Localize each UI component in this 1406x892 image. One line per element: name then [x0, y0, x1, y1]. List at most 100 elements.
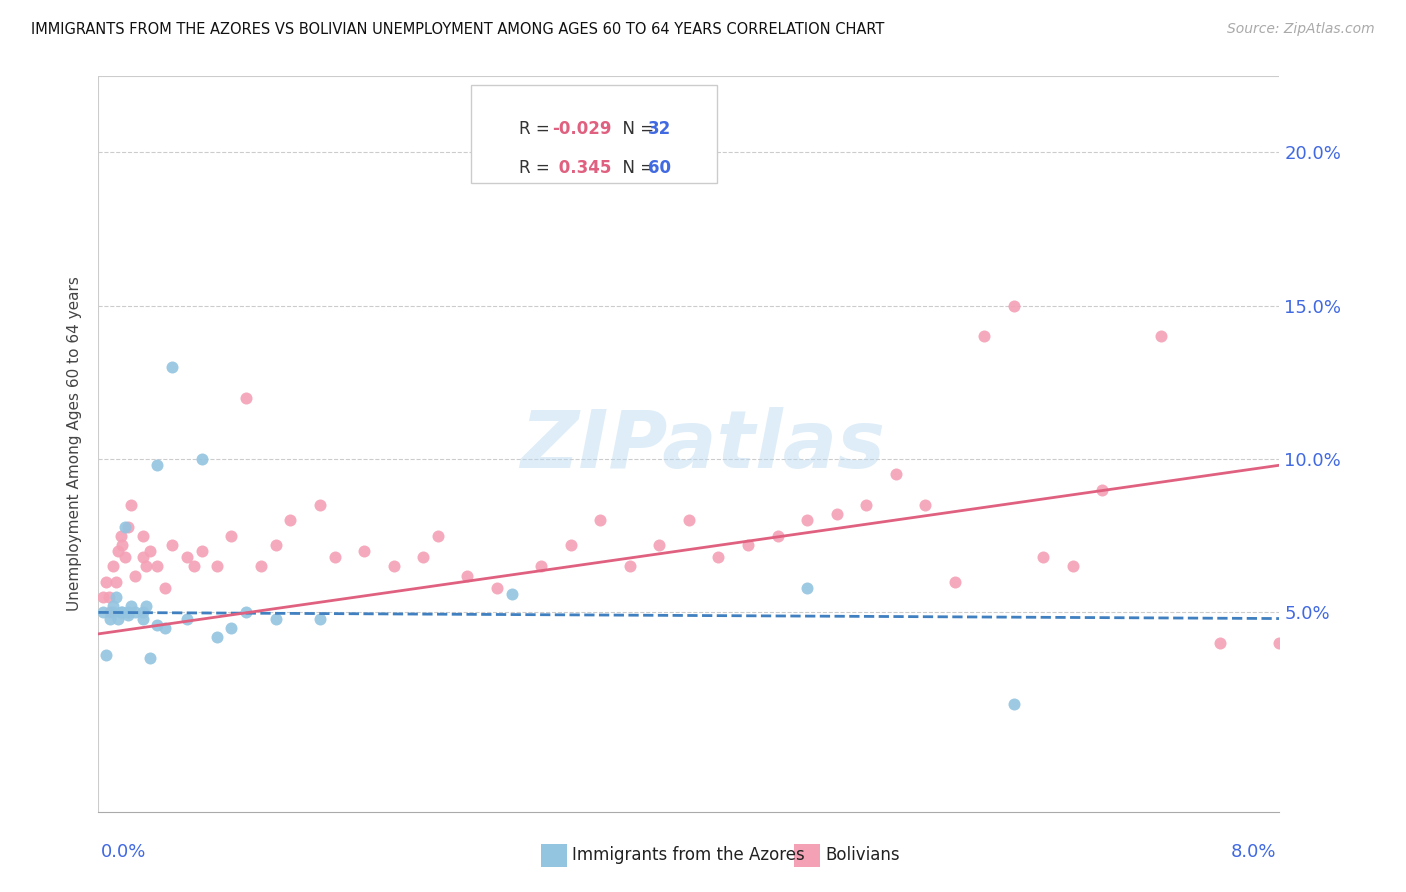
Text: ZIPatlas: ZIPatlas — [520, 407, 886, 485]
Point — [309, 611, 332, 625]
Point — [1032, 550, 1054, 565]
Point — [1091, 483, 1114, 497]
Point — [103, 559, 125, 574]
Point — [457, 568, 479, 582]
Point — [1062, 559, 1084, 574]
Point — [132, 606, 155, 620]
Point — [153, 621, 176, 635]
Point — [412, 550, 434, 565]
Text: 0.345: 0.345 — [553, 159, 612, 178]
Point — [132, 550, 155, 565]
Point — [678, 513, 700, 527]
Point — [120, 498, 142, 512]
Point — [91, 606, 114, 620]
Text: IMMIGRANTS FROM THE AZORES VS BOLIVIAN UNEMPLOYMENT AMONG AGES 60 TO 64 YEARS CO: IMMIGRANTS FROM THE AZORES VS BOLIVIAN U… — [31, 22, 884, 37]
Point — [914, 498, 936, 512]
Point — [427, 529, 450, 543]
Point — [205, 559, 228, 574]
Point — [221, 621, 243, 635]
Point — [353, 544, 375, 558]
Point — [98, 606, 121, 620]
Point — [1209, 636, 1232, 650]
Point — [884, 467, 907, 482]
Point — [264, 611, 287, 625]
Point — [589, 513, 612, 527]
Point — [323, 550, 346, 565]
Text: R =: R = — [519, 159, 555, 178]
Point — [221, 529, 243, 543]
Point — [766, 529, 789, 543]
Y-axis label: Unemployment Among Ages 60 to 64 years: Unemployment Among Ages 60 to 64 years — [67, 277, 83, 611]
Point — [250, 559, 273, 574]
Text: 60: 60 — [648, 159, 671, 178]
Point — [973, 329, 995, 343]
Point — [1002, 299, 1025, 313]
Point — [146, 617, 169, 632]
Text: 0.0%: 0.0% — [101, 843, 146, 861]
Point — [825, 508, 848, 522]
Point — [235, 391, 257, 405]
Point — [139, 651, 162, 665]
Text: 8.0%: 8.0% — [1232, 843, 1277, 861]
Point — [648, 538, 671, 552]
Point — [1002, 698, 1025, 712]
Point — [280, 513, 302, 527]
Point — [796, 513, 818, 527]
Point — [205, 630, 228, 644]
Point — [382, 559, 405, 574]
Point — [162, 538, 183, 552]
Point — [124, 568, 146, 582]
Text: Source: ZipAtlas.com: Source: ZipAtlas.com — [1227, 22, 1375, 37]
Point — [146, 559, 169, 574]
Point — [91, 590, 114, 604]
Point — [111, 606, 134, 620]
Point — [943, 574, 966, 589]
Point — [183, 559, 205, 574]
Point — [110, 529, 132, 543]
Point — [107, 611, 129, 625]
Point — [94, 648, 117, 663]
Point — [264, 538, 287, 552]
Point — [176, 550, 198, 565]
Text: Immigrants from the Azores: Immigrants from the Azores — [572, 847, 806, 864]
Text: -0.029: -0.029 — [553, 120, 612, 138]
Point — [135, 559, 157, 574]
Point — [309, 498, 332, 512]
Point — [486, 581, 509, 595]
Point — [114, 519, 136, 533]
Point — [114, 550, 136, 565]
Point — [501, 587, 523, 601]
Point — [737, 538, 759, 552]
Point — [107, 544, 129, 558]
Text: N =: N = — [612, 120, 659, 138]
Point — [132, 529, 155, 543]
Point — [1150, 329, 1173, 343]
Point — [132, 611, 155, 625]
Text: Bolivians: Bolivians — [825, 847, 900, 864]
Point — [97, 590, 120, 604]
Point — [117, 606, 139, 620]
Point — [530, 559, 553, 574]
Point — [1268, 636, 1291, 650]
Point — [191, 452, 214, 467]
Point — [105, 574, 128, 589]
Point — [707, 550, 730, 565]
Point — [117, 608, 139, 623]
Point — [94, 574, 117, 589]
Point — [162, 360, 183, 375]
Point — [117, 519, 139, 533]
Point — [619, 559, 641, 574]
Point — [110, 606, 132, 620]
Point — [139, 544, 162, 558]
Point — [120, 599, 142, 614]
Point — [124, 606, 146, 620]
Point — [98, 611, 121, 625]
Point — [146, 458, 169, 473]
Point — [176, 611, 198, 625]
Point — [135, 599, 157, 614]
Point — [111, 538, 134, 552]
Point — [153, 581, 176, 595]
Point — [191, 544, 214, 558]
Point — [105, 590, 128, 604]
Text: R =: R = — [519, 120, 555, 138]
